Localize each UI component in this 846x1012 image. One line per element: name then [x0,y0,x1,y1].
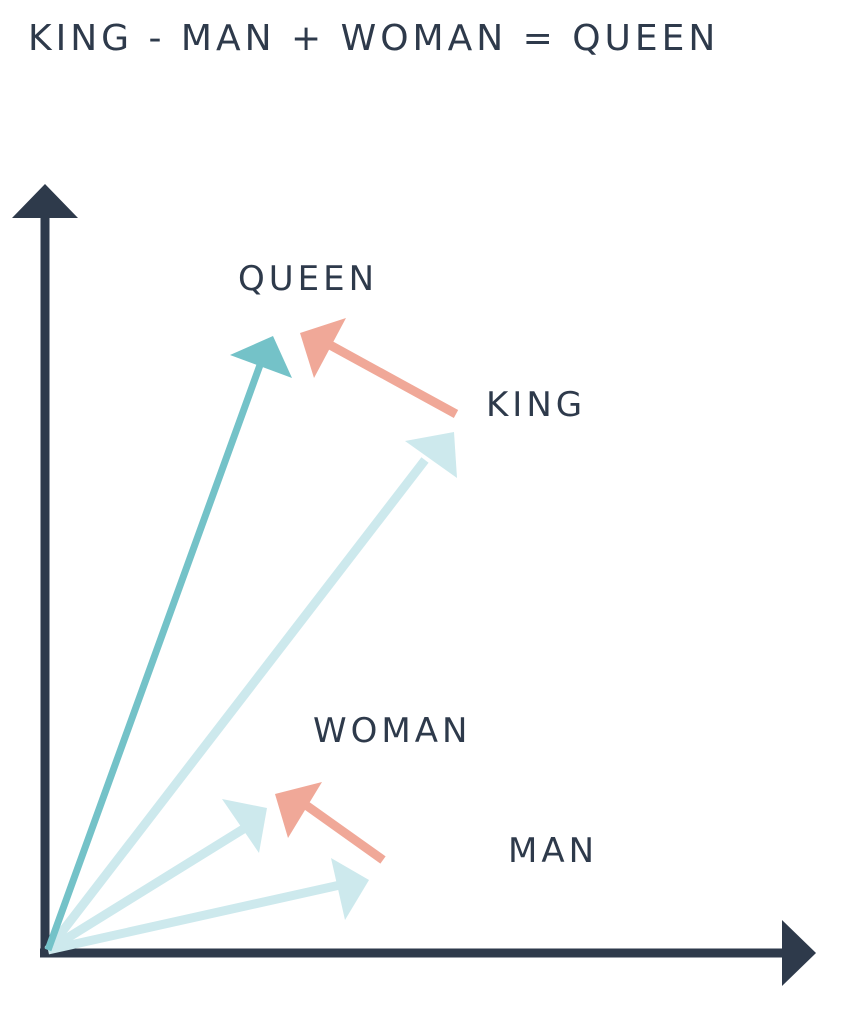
vector-man [47,858,369,955]
label-woman: WOMAN [313,711,471,751]
vector-king [44,432,457,953]
offset-king-to-queen-shaft [327,341,459,418]
vector-man-arrowhead [331,858,369,920]
vector-woman [45,799,267,954]
offset-king-to-queen [300,318,459,418]
axes [12,184,816,986]
vector-queen [44,336,292,952]
offset-man-to-woman [275,782,386,864]
offset-man-to-woman-arrowhead [275,782,322,838]
vector-woman-arrowhead [222,799,267,853]
vector-queen-shaft [44,363,264,952]
label-queen: QUEEN [238,259,378,299]
vector-woman-shaft [45,824,248,954]
offset-man-to-woman-shaft [300,799,386,864]
offset-king-to-queen-arrowhead [300,318,346,378]
label-man: MAN [508,831,598,871]
vector-man-shaft [47,880,341,955]
vector-king-shaft [44,457,429,953]
vector-king-arrowhead [405,432,457,478]
equation-title: KING - MAN + WOMAN = QUEEN [28,18,720,59]
y-axis-arrowhead [12,184,78,218]
vector-queen-arrowhead [230,336,292,378]
x-axis-arrowhead [782,920,816,986]
label-king: KING [486,385,586,425]
